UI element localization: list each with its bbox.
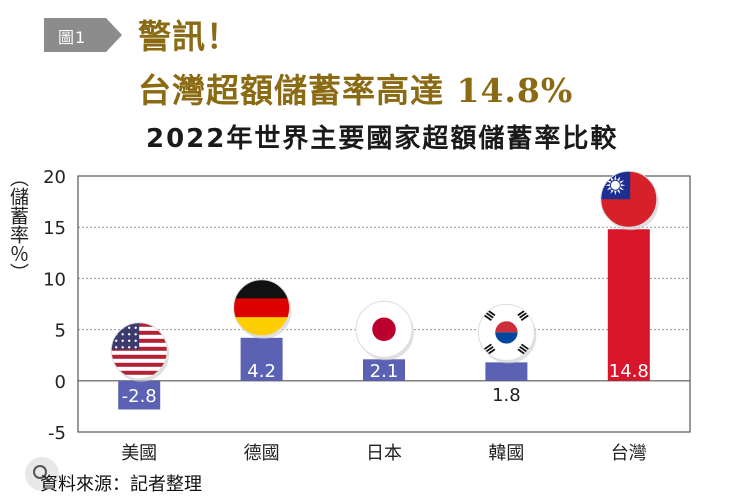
bar-1 <box>240 337 283 381</box>
data-label: 14.8 <box>609 361 649 382</box>
chart-title: 2022年世界主要國家超額儲蓄率比較 <box>146 124 619 154</box>
headline-line-2: 台灣超額儲蓄率高達 14.8% <box>138 71 574 110</box>
figure-badge-shape <box>44 18 122 52</box>
x-tick-label: 韓國 <box>488 443 524 464</box>
figure-badge-label: 圖1 <box>58 28 87 47</box>
y-axis-label: （儲蓄率％） <box>7 168 29 282</box>
x-tick-label: 台灣 <box>611 443 647 464</box>
flag-rim <box>355 300 413 358</box>
y-tick-label: 0 <box>55 372 66 393</box>
data-label: 2.1 <box>370 361 399 382</box>
bar-0 <box>118 380 161 410</box>
data-label: -2.8 <box>122 386 157 407</box>
flag-rim <box>477 303 535 361</box>
y-tick-label: 5 <box>55 321 66 342</box>
x-tick-label: 德國 <box>244 443 280 464</box>
y-tick-label: 10 <box>43 269 66 290</box>
source-note: 資料來源：記者整理 <box>40 474 202 495</box>
flag-rim <box>233 279 291 337</box>
lens-icon[interactable] <box>24 456 60 492</box>
y-tick-label: 20 <box>43 167 66 188</box>
flag-rim <box>600 170 658 228</box>
bar-2 <box>363 359 405 381</box>
y-tick-label: -5 <box>48 423 66 444</box>
japan-flag-icon <box>372 317 396 342</box>
plot-frame <box>77 175 691 433</box>
y-tick-label: 15 <box>43 218 66 239</box>
germany-flag-icon <box>233 279 290 336</box>
x-tick-label: 美國 <box>121 443 157 464</box>
bar-4 <box>607 229 650 381</box>
south-korea-flag-icon <box>482 308 531 356</box>
x-tick-label: 日本 <box>366 443 402 464</box>
usa-flag-icon <box>111 322 168 375</box>
data-label: 4.2 <box>247 361 276 382</box>
data-label: 1.8 <box>492 385 521 406</box>
flag-rim <box>110 322 168 380</box>
headline-line-1: 警訊！ <box>138 17 240 56</box>
figure-badge: 圖1 <box>44 18 122 52</box>
bar-3 <box>485 362 528 381</box>
